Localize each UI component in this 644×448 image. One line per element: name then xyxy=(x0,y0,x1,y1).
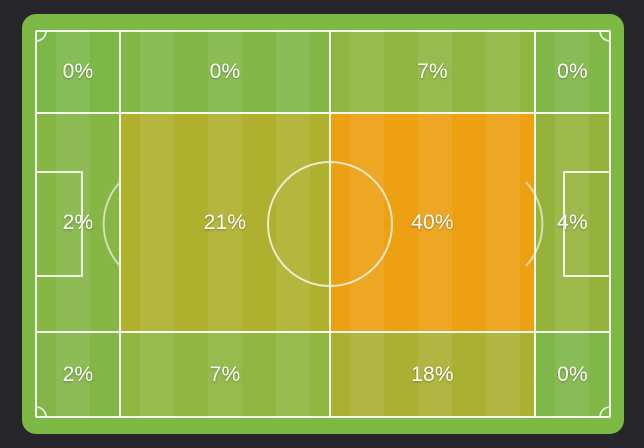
heat-cell-value: 0% xyxy=(209,60,241,83)
heat-cell-value: 2% xyxy=(62,362,94,386)
heat-cell-value: 0% xyxy=(62,60,94,83)
heat-cell-r1c1[interactable]: 21% xyxy=(120,113,330,332)
heat-cell-r0c0[interactable]: 0% xyxy=(36,31,120,113)
heat-cell-value: 40% xyxy=(411,210,454,234)
heat-cell-value: 21% xyxy=(203,210,247,234)
heat-cell-value: 0% xyxy=(557,362,588,386)
heat-cell-value: 2% xyxy=(62,210,94,234)
heat-cell-r2c0[interactable]: 2% xyxy=(36,332,120,417)
heat-cell-r2c3[interactable]: 0% xyxy=(535,332,610,417)
heat-cell-value: 4% xyxy=(557,210,588,234)
heat-cell-value: 0% xyxy=(557,60,588,83)
heat-cell-r2c1[interactable]: 7% xyxy=(120,332,330,417)
heat-cell-value: 7% xyxy=(209,362,241,386)
heat-cell-r0c2[interactable]: 7% xyxy=(330,31,535,113)
heat-cell-r1c3[interactable]: 4% xyxy=(535,113,610,332)
heat-cell-value: 18% xyxy=(411,362,454,386)
heatmap-grid: 0% 0% 7% 0% 2% 21% 40% 4% 2% 7% xyxy=(36,31,610,417)
heat-cell-value: 7% xyxy=(417,60,448,83)
heat-cell-r0c1[interactable]: 0% xyxy=(120,31,330,113)
pitch-heatmap-widget: 0% 0% 7% 0% 2% 21% 40% 4% 2% 7% xyxy=(22,14,624,434)
heat-cell-r0c3[interactable]: 0% xyxy=(535,31,610,113)
heat-cell-r2c2[interactable]: 18% xyxy=(330,332,535,417)
heat-cell-r1c0[interactable]: 2% xyxy=(36,113,120,332)
heat-cell-r1c2[interactable]: 40% xyxy=(330,113,535,332)
